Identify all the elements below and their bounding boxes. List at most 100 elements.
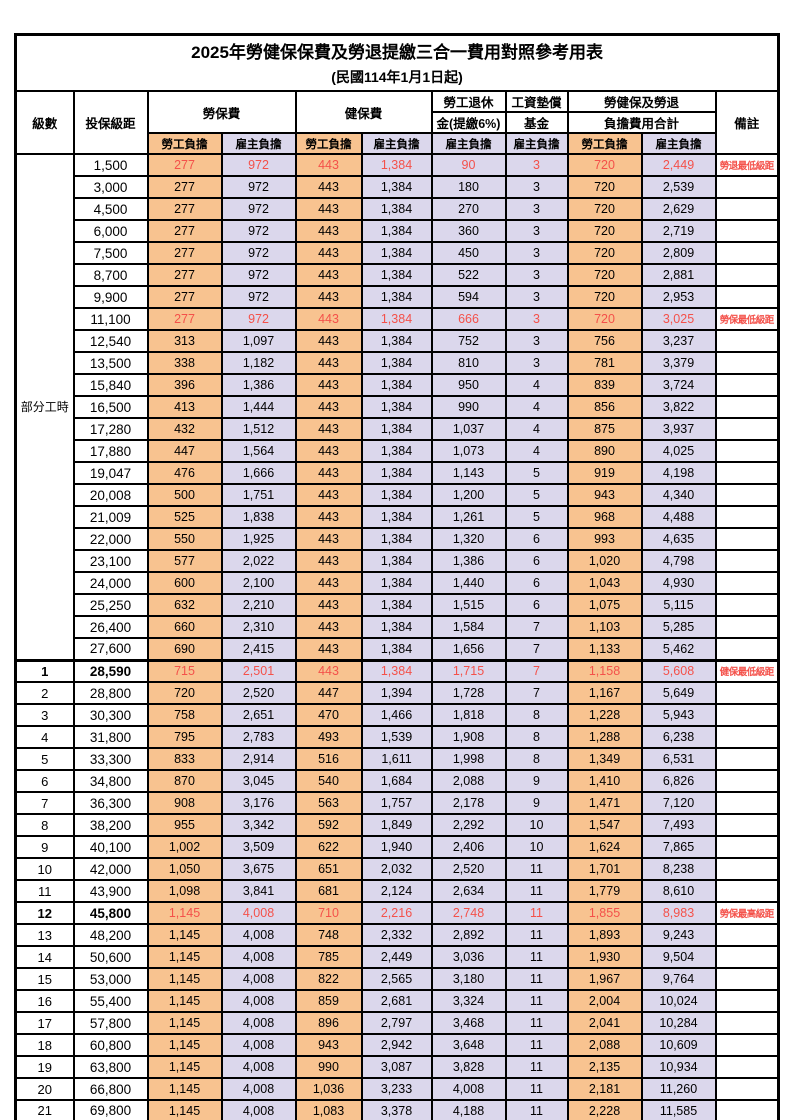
- fee-value-cell: 1,098: [146, 879, 223, 903]
- fee-value-cell: 522: [430, 263, 507, 287]
- fee-value-cell: 2,719: [640, 219, 717, 243]
- fee-value-cell: 2,809: [640, 241, 717, 265]
- fee-value-cell: 7,120: [640, 791, 717, 815]
- fee-value-cell: 720: [566, 285, 643, 309]
- fee-value-cell: 1,075: [566, 593, 643, 617]
- fee-value-cell: 4: [504, 417, 569, 441]
- fee-value-cell: 2,310: [220, 615, 297, 639]
- fee-value-cell: 2,797: [360, 1011, 433, 1035]
- fee-value-cell: 8,983: [640, 901, 717, 925]
- bracket-cell: 21,009: [72, 505, 149, 529]
- fee-value-cell: 525: [146, 505, 223, 529]
- bracket-cell: 69,800: [72, 1099, 149, 1120]
- fee-value-cell: 443: [294, 615, 363, 639]
- fee-value-cell: 1,444: [220, 395, 297, 419]
- fee-value-cell: 3,509: [220, 835, 297, 859]
- header-health-fee: 健保費: [294, 90, 433, 134]
- table-row: 19,047 476 1,666 443 1,384 1,143 5 919 4,198: [16, 461, 780, 485]
- fee-value-cell: 1,384: [360, 658, 433, 683]
- fee-value-cell: 4,008: [220, 967, 297, 991]
- fee-value-cell: 2,942: [360, 1033, 433, 1057]
- fee-value-cell: 1,925: [220, 527, 297, 551]
- fee-value-cell: 7: [504, 681, 569, 705]
- header-wage-fund-line1: 工資墊償: [504, 90, 569, 113]
- fee-value-cell: 632: [146, 593, 223, 617]
- fee-value-cell: 3,233: [360, 1077, 433, 1101]
- fee-value-cell: 476: [146, 461, 223, 485]
- bracket-cell: 42,000: [72, 857, 149, 881]
- fee-value-cell: 2,100: [220, 571, 297, 595]
- fee-value-cell: 2,651: [220, 703, 297, 727]
- fee-value-cell: 2,088: [566, 1033, 643, 1057]
- fee-value-cell: 11: [504, 1011, 569, 1035]
- level-cell: 18: [14, 1033, 75, 1057]
- fee-value-cell: 1,515: [430, 593, 507, 617]
- fee-value-cell: 3,648: [430, 1033, 507, 1057]
- level-cell: 4: [14, 725, 75, 749]
- fee-value-cell: 3: [504, 219, 569, 243]
- fee-value-cell: 2,520: [220, 681, 297, 705]
- fee-value-cell: 896: [294, 1011, 363, 1035]
- remark-cell: [714, 461, 780, 485]
- remark-cell: [714, 681, 780, 705]
- subheader-labor-employer: 雇主負擔: [220, 132, 297, 155]
- fee-value-cell: 1,930: [566, 945, 643, 969]
- fee-value-cell: 2,022: [220, 549, 297, 573]
- fee-value-cell: 1,471: [566, 791, 643, 815]
- fee-value-cell: 908: [146, 791, 223, 815]
- fee-value-cell: 4,008: [220, 1055, 297, 1079]
- level-cell: 2: [14, 681, 75, 705]
- fee-value-cell: 1,288: [566, 725, 643, 749]
- remark-cell: [714, 417, 780, 441]
- fee-value-cell: 2,216: [360, 901, 433, 925]
- fee-value-cell: 1,182: [220, 351, 297, 375]
- fee-value-cell: 1,384: [360, 373, 433, 397]
- bracket-cell: 28,590: [72, 658, 149, 683]
- fee-value-cell: 2,088: [430, 769, 507, 793]
- table-row: 15,840 396 1,386 443 1,384 950 4 839 3,724: [16, 373, 780, 397]
- fee-value-cell: 972: [220, 307, 297, 331]
- fee-value-cell: 443: [294, 417, 363, 441]
- fee-value-cell: 1,384: [360, 483, 433, 507]
- fee-value-cell: 2,210: [220, 593, 297, 617]
- fee-value-cell: 660: [146, 615, 223, 639]
- bracket-cell: 43,900: [72, 879, 149, 903]
- fee-value-cell: 4,198: [640, 461, 717, 485]
- fee-value-cell: 3,378: [360, 1099, 433, 1120]
- fee-value-cell: 822: [294, 967, 363, 991]
- fee-value-cell: 180: [430, 175, 507, 199]
- fee-value-cell: 1,145: [146, 1055, 223, 1079]
- fee-value-cell: 540: [294, 769, 363, 793]
- header-labor-fee: 勞保費: [146, 90, 297, 134]
- fee-value-cell: 5,285: [640, 615, 717, 639]
- fee-value-cell: 577: [146, 549, 223, 573]
- bracket-cell: 57,800: [72, 1011, 149, 1035]
- fee-value-cell: 972: [220, 197, 297, 221]
- fee-value-cell: 1,320: [430, 527, 507, 551]
- level-cell: 10: [14, 857, 75, 881]
- level-cell: 11: [14, 879, 75, 903]
- fee-value-cell: 360: [430, 219, 507, 243]
- fee-value-cell: 2,178: [430, 791, 507, 815]
- fee-value-cell: 516: [294, 747, 363, 771]
- fee-value-cell: 5,608: [640, 658, 717, 683]
- remark-cell: [714, 703, 780, 727]
- fee-value-cell: 3: [504, 241, 569, 265]
- table-row: 19 63,800 1,145 4,008 990 3,087 3,828 11 2,135 10…: [14, 1055, 780, 1079]
- fee-value-cell: 1,818: [430, 703, 507, 727]
- fee-value-cell: 1,103: [566, 615, 643, 639]
- table-row: 4,500 277 972 443 1,384 270 3 720 2,629: [16, 197, 780, 221]
- table-row: 11,100 277 972 443 1,384 666 3 720 3,025 勞保最低級距: [16, 307, 780, 331]
- fee-value-cell: 1,779: [566, 879, 643, 903]
- fee-value-cell: 443: [294, 197, 363, 221]
- fee-value-cell: 758: [146, 703, 223, 727]
- fee-value-cell: 10,609: [640, 1033, 717, 1057]
- table-row: 17,280 432 1,512 443 1,384 1,037 4 875 3,937: [16, 417, 780, 441]
- remark-cell: [714, 571, 780, 595]
- table-row: 24,000 600 2,100 443 1,384 1,440 6 1,043 4,930: [16, 571, 780, 595]
- remark-cell: [714, 1055, 780, 1079]
- bracket-cell: 36,300: [72, 791, 149, 815]
- fee-value-cell: 443: [294, 153, 363, 177]
- fee-value-cell: 11: [504, 989, 569, 1013]
- fee-value-cell: 1,097: [220, 329, 297, 353]
